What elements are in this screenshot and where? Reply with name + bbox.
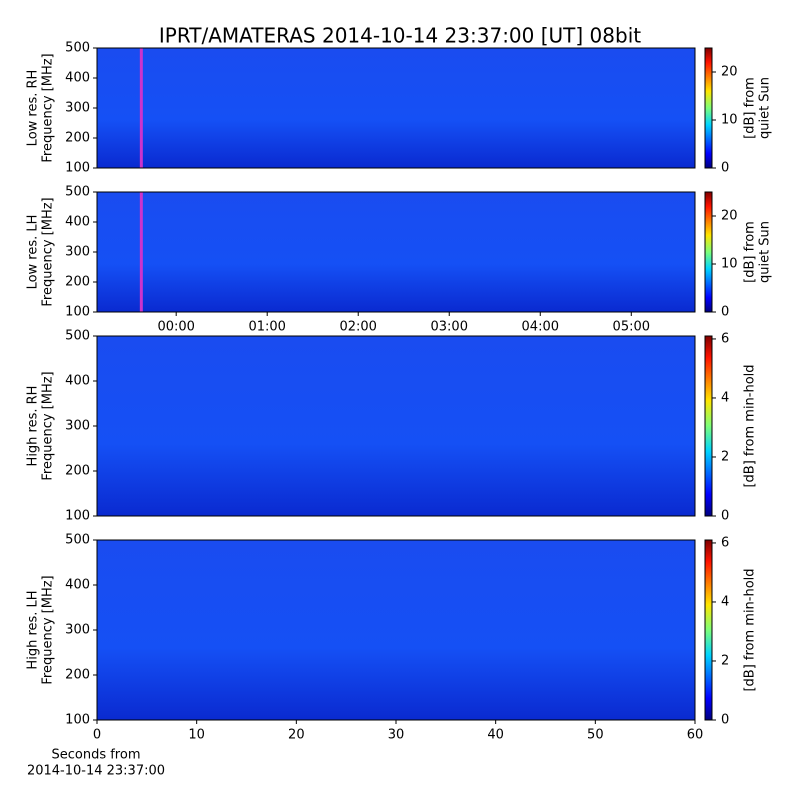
y-tick-label: 500 — [65, 41, 90, 56]
colorbar-tick-label: 20 — [721, 65, 738, 80]
x-axis-label: 2014-10-14 23:37:00 — [27, 764, 165, 779]
colorbar-label: [dB] from — [743, 77, 758, 139]
colorbar-tick-label: 2 — [721, 449, 729, 464]
x-tick-label: 10 — [188, 728, 205, 743]
y-axis-label: Low res. LH — [26, 215, 41, 290]
spectrogram — [97, 192, 695, 312]
colorbar-tick-label: 4 — [721, 594, 729, 609]
x-tick-label: 03:00 — [431, 320, 468, 335]
colorbar-tick-label: 0 — [721, 305, 729, 320]
y-tick-label: 200 — [65, 131, 90, 146]
colorbar-label: quiet Sun — [758, 77, 773, 139]
y-tick-label: 300 — [65, 245, 90, 260]
y-tick-label: 200 — [65, 275, 90, 290]
colorbar-tick-label: 10 — [721, 113, 738, 128]
x-tick-label: 60 — [687, 728, 704, 743]
y-tick-label: 100 — [65, 509, 90, 524]
y-tick-label: 300 — [65, 623, 90, 638]
colorbar-tick-label: 6 — [721, 535, 729, 550]
y-tick-label: 300 — [65, 419, 90, 434]
x-tick-label: 02:00 — [339, 320, 376, 335]
x-tick-label: 0 — [93, 728, 101, 743]
x-tick-label: 05:00 — [613, 320, 650, 335]
y-tick-label: 500 — [65, 533, 90, 548]
y-axis-label: Frequency [MHz] — [41, 371, 56, 480]
x-tick-label: 50 — [587, 728, 604, 743]
colorbar-label: [dB] from min-hold — [743, 364, 758, 487]
y-tick-label: 100 — [65, 713, 90, 728]
y-tick-label: 100 — [65, 161, 90, 176]
colorbar-tick-label: 10 — [721, 257, 738, 272]
y-axis-label: High res. LH — [26, 590, 41, 669]
colorbar-label: [dB] from — [743, 221, 758, 283]
y-axis-label: High res. RH — [26, 386, 41, 467]
colorbar-tick-label: 20 — [721, 209, 738, 224]
colorbar — [704, 539, 713, 721]
x-tick-label: 01:00 — [248, 320, 285, 335]
colorbar — [704, 335, 713, 517]
colorbar-tick-label: 0 — [721, 161, 729, 176]
colorbar-label: [dB] from min-hold — [743, 568, 758, 691]
colorbar-tick-label: 4 — [721, 390, 729, 405]
y-axis-label: Frequency [MHz] — [41, 575, 56, 684]
y-tick-label: 300 — [65, 101, 90, 116]
y-tick-label: 500 — [65, 329, 90, 344]
chart-title: IPRT/AMATERAS 2014-10-14 23:37:00 [UT] 0… — [159, 24, 641, 48]
y-tick-label: 200 — [65, 464, 90, 479]
spectrogram — [97, 540, 695, 720]
y-tick-label: 100 — [65, 305, 90, 320]
colorbar-label: quiet Sun — [758, 221, 773, 283]
colorbar-tick-label: 2 — [721, 653, 729, 668]
colorbar-tick-label: 0 — [721, 509, 729, 524]
y-axis-label: Low res. RH — [26, 70, 41, 147]
y-tick-label: 400 — [65, 374, 90, 389]
spectrogram — [97, 48, 695, 168]
x-tick-label: 00:00 — [157, 320, 194, 335]
y-tick-label: 200 — [65, 668, 90, 683]
x-tick-label: 20 — [288, 728, 305, 743]
y-tick-label: 400 — [65, 215, 90, 230]
y-axis-label: Frequency [MHz] — [41, 197, 56, 306]
y-tick-label: 400 — [65, 578, 90, 593]
colorbar — [704, 191, 713, 313]
y-axis-label: Frequency [MHz] — [41, 53, 56, 162]
x-tick-label: 40 — [487, 728, 504, 743]
y-tick-label: 500 — [65, 185, 90, 200]
colorbar — [704, 47, 713, 169]
y-tick-label: 400 — [65, 71, 90, 86]
spectrogram — [97, 336, 695, 516]
colorbar-tick-label: 0 — [721, 713, 729, 728]
x-axis-label: Seconds from — [51, 748, 140, 763]
x-tick-label: 04:00 — [522, 320, 559, 335]
x-tick-label: 30 — [388, 728, 405, 743]
colorbar-tick-label: 6 — [721, 331, 729, 346]
